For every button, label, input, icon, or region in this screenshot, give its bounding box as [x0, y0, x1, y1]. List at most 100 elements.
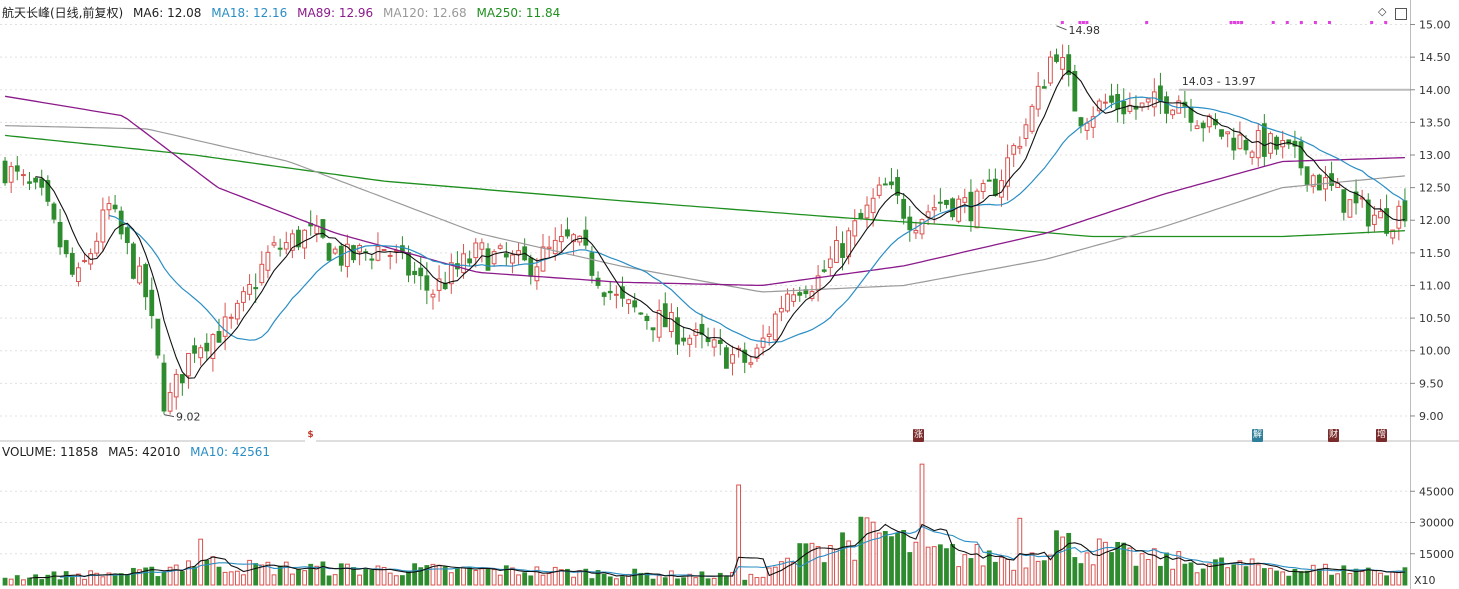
candle-body: [271, 242, 277, 246]
signal-dot: [1285, 21, 1289, 24]
candle-body: [944, 199, 949, 205]
candle-body: [766, 333, 772, 337]
candle-body: [33, 177, 39, 183]
price-tick-label: 10.00: [1419, 345, 1451, 358]
volume-bar: [1194, 572, 1200, 586]
volume-bar: [760, 576, 766, 586]
ma6-line: [35, 70, 1405, 379]
price-tick-label: 12.50: [1419, 182, 1451, 195]
price-tick-label: 11.50: [1419, 247, 1451, 260]
high-pointer: [1056, 25, 1067, 31]
volume-bar: [638, 572, 644, 586]
candle-body: [730, 354, 735, 364]
low-label: 9.02: [176, 411, 201, 424]
volume-bar: [546, 573, 552, 586]
candle-body: [1390, 229, 1396, 239]
candle-body: [552, 239, 558, 255]
ma120-value: MA120: 12.68: [383, 6, 467, 20]
diamond-icon[interactable]: ◇: [1378, 5, 1387, 18]
candle-body: [173, 373, 179, 398]
low-pointer: [163, 414, 175, 418]
volume-bar: [528, 575, 534, 586]
volume-bar: [82, 578, 87, 586]
candle-body: [528, 257, 534, 277]
candle-body: [277, 247, 283, 250]
event-marker[interactable]: 涨: [913, 429, 924, 442]
volume-bar: [186, 560, 191, 586]
candle-body: [956, 198, 962, 222]
volume-bar: [149, 566, 155, 586]
price-tick-label: 15.00: [1419, 19, 1451, 32]
event-marker[interactable]: 解: [1252, 429, 1263, 442]
event-marker[interactable]: 财: [1328, 429, 1339, 442]
volume-bar: [901, 530, 907, 586]
volume-bar: [1164, 552, 1169, 586]
volume-bar: [1066, 532, 1072, 586]
candle-body: [289, 233, 295, 251]
candle-body: [375, 246, 381, 261]
event-marker[interactable]: 增: [1376, 429, 1387, 442]
candle-body: [1194, 125, 1200, 130]
volume-bar: [277, 565, 283, 586]
volume-bar: [632, 568, 638, 586]
volume-bar: [558, 569, 564, 586]
volume-bar: [21, 579, 26, 586]
ma6-value: MA6: 12.08: [133, 6, 202, 20]
volume-bar: [785, 557, 790, 586]
volume-bar: [1384, 575, 1389, 586]
candle-body: [8, 166, 14, 183]
candle-body: [430, 293, 436, 298]
candle-body: [772, 313, 778, 341]
volume-bar: [510, 567, 515, 586]
candle-body: [748, 362, 754, 365]
volume-bar: [534, 566, 540, 586]
candle-body: [656, 309, 662, 338]
volume-bar: [779, 561, 784, 586]
volume-bar: [314, 565, 320, 586]
volume-bar: [351, 567, 356, 586]
candle-body: [222, 316, 228, 337]
volume-bar: [39, 579, 45, 586]
candle-body: [1316, 174, 1322, 191]
volume-bar: [27, 577, 32, 586]
volume-bar: [332, 574, 338, 586]
high-label: 14.98: [1069, 24, 1101, 37]
volume-bar: [1225, 567, 1231, 586]
signal-dot: [1299, 21, 1303, 24]
volume-bar: [1261, 568, 1267, 586]
volume-bar: [882, 531, 888, 586]
volume-bar: [222, 571, 228, 586]
volume-bar: [1286, 575, 1292, 586]
volume-bar: [724, 576, 729, 586]
candle-body: [992, 178, 998, 197]
volume-bar: [1103, 541, 1108, 586]
volume-bar: [326, 575, 332, 586]
volume-tick-label: 30000: [1419, 517, 1454, 530]
candle-body: [558, 236, 564, 243]
ma250-value: MA250: 11.84: [476, 6, 561, 20]
volume-bar: [33, 574, 39, 586]
candle-body: [112, 204, 118, 210]
candle-body: [1243, 139, 1249, 151]
candle-body: [332, 248, 338, 254]
candle-body: [1035, 85, 1041, 110]
vol-ma5-value: MA5: 42010: [108, 445, 181, 459]
candle-body: [516, 250, 521, 255]
volume-bar: [980, 565, 986, 586]
volume-bar: [974, 544, 980, 586]
volume-bar: [552, 566, 558, 586]
volume-bar: [950, 544, 955, 586]
volume-bar: [234, 570, 240, 586]
signal-dot: [1229, 21, 1233, 24]
event-marker[interactable]: $: [305, 429, 316, 442]
candle-body: [247, 284, 252, 295]
candle-body: [63, 240, 69, 255]
candle-body: [937, 201, 943, 204]
window-toggle-icon[interactable]: [1395, 8, 1407, 20]
candle-body: [387, 254, 393, 257]
volume-bar: [1274, 570, 1279, 586]
candle-body: [889, 181, 894, 186]
volume-bar: [1139, 553, 1145, 586]
candle-body: [1371, 214, 1377, 225]
